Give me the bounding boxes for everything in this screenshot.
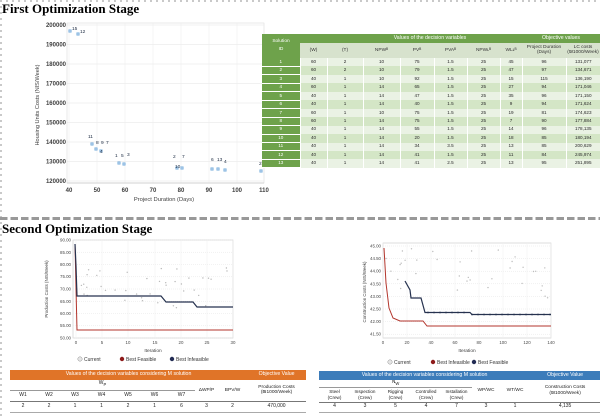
svg-text:8: 8: [96, 140, 99, 146]
svg-text:70: 70: [150, 188, 157, 194]
svg-text:90: 90: [206, 188, 213, 194]
svg-text:43.50: 43.50: [370, 281, 382, 286]
svg-text:100: 100: [499, 340, 507, 345]
svg-text:170000: 170000: [46, 82, 67, 88]
svg-text:10: 10: [175, 164, 181, 170]
svg-text:Housing Units Costs (NIS/Week): Housing Units Costs (NIS/Week): [35, 64, 41, 145]
svg-text:Best Infeasible: Best Infeasible: [437, 360, 470, 366]
svg-text:Construction Costs (NIS/Week): Construction Costs (NIS/Week): [362, 261, 367, 322]
svg-text:Current: Current: [394, 360, 411, 366]
svg-text:60: 60: [453, 340, 458, 345]
svg-text:50.00: 50.00: [60, 336, 72, 341]
svg-text:100: 100: [232, 188, 243, 194]
svg-text:140000: 140000: [46, 140, 67, 146]
svg-text:60.00: 60.00: [60, 311, 72, 316]
svg-text:12: 12: [80, 29, 86, 35]
svg-text:40: 40: [429, 340, 434, 345]
svg-text:60: 60: [122, 188, 129, 194]
svg-text:40: 40: [66, 188, 73, 194]
svg-text:120000: 120000: [46, 179, 67, 185]
svg-text:41.50: 41.50: [370, 332, 382, 337]
svg-text:2: 2: [173, 154, 176, 160]
svg-text:Current: Current: [84, 357, 101, 363]
svg-text:Production Costs (NIS/Week): Production Costs (NIS/Week): [44, 260, 49, 318]
svg-text:90.00: 90.00: [60, 238, 72, 243]
svg-text:55.00: 55.00: [60, 323, 72, 328]
svg-text:42.50: 42.50: [370, 307, 382, 312]
svg-text:120: 120: [523, 340, 531, 345]
svg-text:110: 110: [259, 188, 269, 194]
svg-text:160000: 160000: [46, 101, 67, 107]
svg-text:42.00: 42.00: [370, 319, 382, 324]
svg-text:5: 5: [101, 340, 104, 345]
svg-text:50: 50: [94, 188, 101, 194]
svg-text:4: 4: [224, 159, 227, 165]
svg-text:75.00: 75.00: [60, 274, 72, 279]
svg-text:Best Infeasible: Best Infeasible: [176, 357, 209, 363]
svg-text:200000: 200000: [46, 23, 67, 29]
svg-text:44.00: 44.00: [370, 269, 382, 274]
svg-text:Iteration: Iteration: [144, 348, 162, 354]
svg-text:70.00: 70.00: [60, 287, 72, 292]
svg-text:6: 6: [211, 157, 214, 163]
svg-text:0: 0: [382, 340, 385, 345]
svg-text:25: 25: [205, 340, 210, 345]
svg-text:10: 10: [126, 340, 131, 345]
svg-text:13: 13: [217, 157, 223, 163]
svg-text:45.00: 45.00: [370, 244, 382, 249]
svg-text:85.00: 85.00: [60, 250, 72, 255]
svg-text:20: 20: [405, 340, 410, 345]
svg-text:2: 2: [259, 161, 262, 167]
svg-text:80.00: 80.00: [60, 262, 72, 267]
svg-text:190000: 190000: [46, 43, 67, 49]
svg-text:30: 30: [231, 340, 236, 345]
svg-text:130000: 130000: [46, 160, 67, 166]
svg-text:5: 5: [121, 153, 124, 159]
svg-text:44.50: 44.50: [370, 256, 382, 261]
svg-text:80: 80: [477, 340, 482, 345]
svg-text:3: 3: [127, 152, 130, 158]
svg-text:0: 0: [75, 340, 78, 345]
svg-text:Best Feasible: Best Feasible: [126, 357, 157, 363]
svg-text:180000: 180000: [46, 62, 67, 68]
svg-text:150000: 150000: [46, 121, 67, 127]
svg-text:Iteration: Iteration: [458, 348, 476, 354]
svg-text:Best Feasible: Best Feasible: [478, 360, 509, 366]
svg-text:65.00: 65.00: [60, 299, 72, 304]
svg-text:20: 20: [179, 340, 184, 345]
svg-text:7: 7: [106, 140, 109, 146]
svg-text:7: 7: [182, 154, 185, 160]
svg-text:140: 140: [547, 340, 555, 345]
svg-text:43.00: 43.00: [370, 294, 382, 299]
svg-text:1: 1: [115, 153, 118, 159]
svg-text:11: 11: [88, 134, 93, 140]
svg-text:80: 80: [178, 188, 185, 194]
svg-text:15: 15: [153, 340, 158, 345]
svg-text:15: 15: [72, 26, 78, 32]
svg-text:4: 4: [100, 149, 103, 155]
svg-text:9: 9: [101, 140, 104, 146]
svg-text:Project Duration (Days): Project Duration (Days): [134, 197, 194, 203]
